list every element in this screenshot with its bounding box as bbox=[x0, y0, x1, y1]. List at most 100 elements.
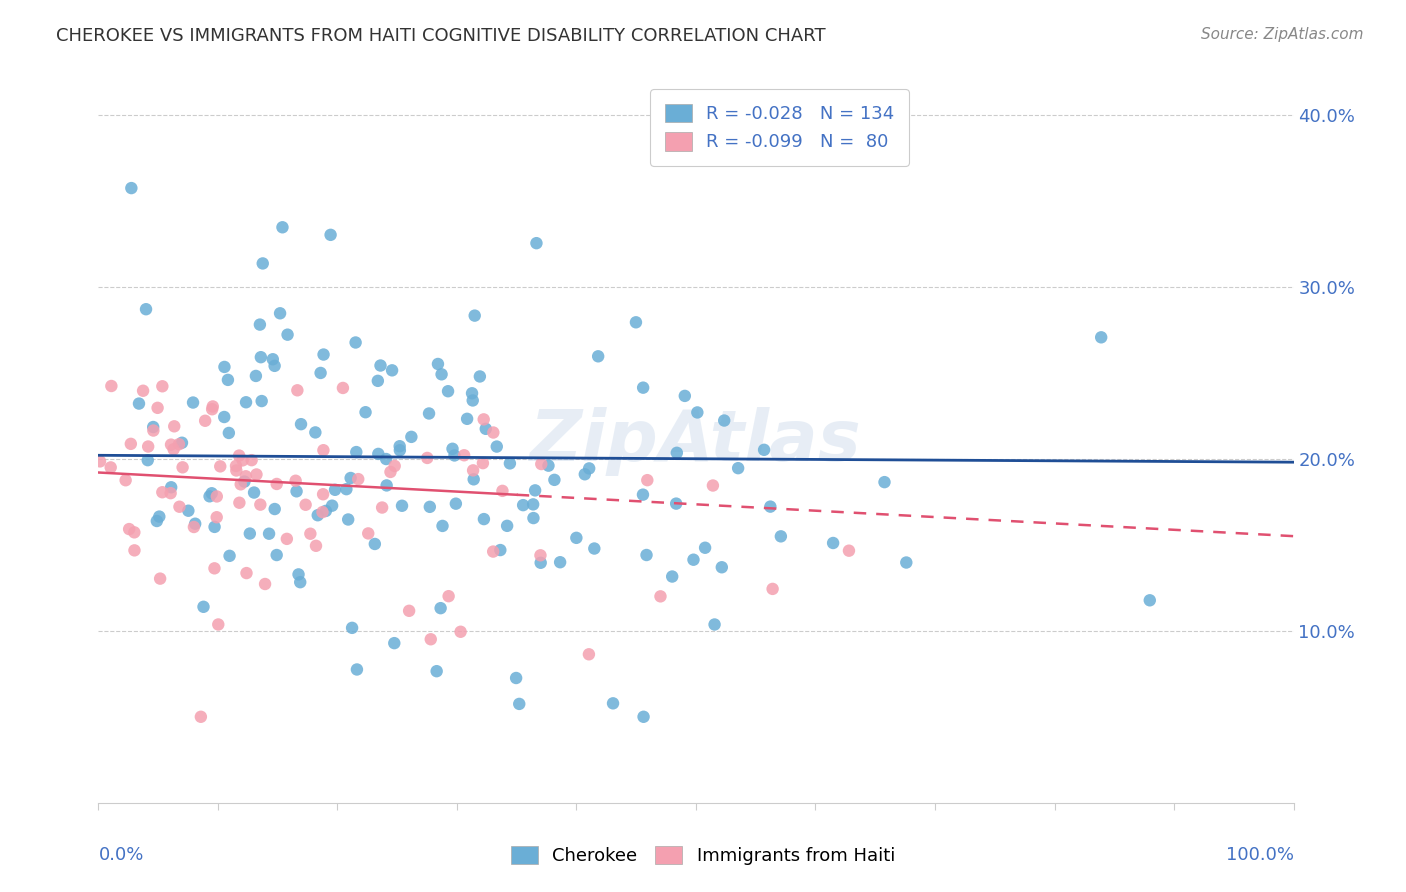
Cherokee bbox=[1090, 330, 1112, 344]
Cherokee bbox=[631, 488, 654, 502]
Cherokee bbox=[426, 357, 449, 371]
Immigrants from Haiti bbox=[416, 450, 439, 465]
Cherokee bbox=[522, 497, 544, 511]
Cherokee bbox=[243, 485, 266, 500]
Cherokee bbox=[524, 483, 547, 498]
Cherokee bbox=[344, 335, 367, 350]
Cherokee bbox=[381, 363, 404, 377]
Cherokee bbox=[508, 697, 530, 711]
Cherokee bbox=[401, 430, 423, 444]
Cherokee bbox=[309, 366, 332, 380]
Cherokee bbox=[218, 425, 240, 440]
Text: ZipAtlas: ZipAtlas bbox=[530, 407, 862, 476]
Cherokee bbox=[461, 386, 484, 401]
Cherokee bbox=[344, 445, 367, 459]
Immigrants from Haiti bbox=[207, 617, 229, 632]
Immigrants from Haiti bbox=[89, 454, 111, 468]
Cherokee bbox=[426, 664, 449, 678]
Immigrants from Haiti bbox=[285, 384, 308, 398]
Immigrants from Haiti bbox=[124, 525, 146, 540]
Immigrants from Haiti bbox=[491, 483, 513, 498]
Cherokee bbox=[710, 560, 733, 574]
Cherokee bbox=[565, 531, 588, 545]
Immigrants from Haiti bbox=[194, 414, 217, 428]
Cherokee bbox=[873, 475, 896, 490]
Cherokee bbox=[266, 548, 288, 562]
Cherokee bbox=[703, 617, 725, 632]
Immigrants from Haiti bbox=[228, 449, 250, 463]
Immigrants from Haiti bbox=[332, 381, 354, 395]
Cherokee bbox=[170, 435, 193, 450]
Cherokee bbox=[661, 569, 683, 583]
Cherokee bbox=[290, 575, 312, 590]
Cherokee bbox=[177, 504, 200, 518]
Cherokee bbox=[631, 381, 654, 395]
Immigrants from Haiti bbox=[530, 457, 553, 471]
Immigrants from Haiti bbox=[384, 458, 406, 473]
Cherokee bbox=[823, 536, 845, 550]
Immigrants from Haiti bbox=[702, 478, 724, 492]
Immigrants from Haiti bbox=[254, 577, 277, 591]
Cherokee bbox=[249, 318, 271, 332]
Legend: R = -0.028   N = 134, R = -0.099   N =  80: R = -0.028 N = 134, R = -0.099 N = 80 bbox=[651, 89, 908, 166]
Immigrants from Haiti bbox=[312, 487, 335, 501]
Cherokee bbox=[257, 526, 280, 541]
Immigrants from Haiti bbox=[240, 453, 263, 467]
Cherokee bbox=[315, 504, 337, 518]
Immigrants from Haiti bbox=[419, 632, 441, 647]
Cherokee bbox=[337, 512, 360, 526]
Cherokee bbox=[419, 500, 441, 514]
Cherokee bbox=[443, 449, 465, 463]
Cherokee bbox=[193, 599, 215, 614]
Cherokee bbox=[184, 516, 207, 531]
Cherokee bbox=[463, 472, 485, 486]
Cherokee bbox=[250, 350, 273, 364]
Cherokee bbox=[146, 514, 169, 528]
Cherokee bbox=[367, 447, 389, 461]
Immigrants from Haiti bbox=[482, 544, 505, 558]
Cherokee bbox=[375, 478, 398, 492]
Cherokee bbox=[896, 556, 918, 570]
Cherokee bbox=[602, 696, 624, 710]
Cherokee bbox=[464, 309, 486, 323]
Immigrants from Haiti bbox=[471, 456, 494, 470]
Immigrants from Haiti bbox=[190, 710, 212, 724]
Immigrants from Haiti bbox=[249, 498, 271, 512]
Immigrants from Haiti bbox=[305, 539, 328, 553]
Cherokee bbox=[727, 461, 749, 475]
Cherokee bbox=[262, 352, 284, 367]
Cherokee bbox=[367, 374, 389, 388]
Immigrants from Haiti bbox=[371, 500, 394, 515]
Immigrants from Haiti bbox=[380, 465, 402, 479]
Cherokee bbox=[430, 368, 453, 382]
Immigrants from Haiti bbox=[142, 424, 165, 438]
Cherokee bbox=[752, 442, 775, 457]
Cherokee bbox=[499, 456, 522, 470]
Cherokee bbox=[218, 549, 240, 563]
Cherokee bbox=[339, 471, 361, 485]
Cherokee bbox=[633, 710, 655, 724]
Cherokee bbox=[128, 396, 150, 410]
Cherokee bbox=[526, 236, 548, 251]
Cherokee bbox=[142, 420, 165, 434]
Cherokee bbox=[263, 502, 285, 516]
Immigrants from Haiti bbox=[284, 474, 307, 488]
Cherokee bbox=[475, 422, 498, 436]
Immigrants from Haiti bbox=[294, 498, 316, 512]
Immigrants from Haiti bbox=[167, 437, 190, 451]
Immigrants from Haiti bbox=[183, 520, 205, 534]
Immigrants from Haiti bbox=[357, 526, 380, 541]
Immigrants from Haiti bbox=[114, 473, 136, 487]
Immigrants from Haiti bbox=[205, 510, 228, 524]
Cherokee bbox=[1139, 593, 1161, 607]
Cherokee bbox=[120, 181, 142, 195]
Cherokee bbox=[307, 508, 329, 523]
Text: CHEROKEE VS IMMIGRANTS FROM HAITI COGNITIVE DISABILITY CORRELATION CHART: CHEROKEE VS IMMIGRANTS FROM HAITI COGNIT… bbox=[56, 27, 825, 45]
Cherokee bbox=[543, 473, 565, 487]
Immigrants from Haiti bbox=[124, 543, 146, 558]
Cherokee bbox=[271, 220, 294, 235]
Immigrants from Haiti bbox=[578, 648, 600, 662]
Immigrants from Haiti bbox=[118, 522, 141, 536]
Immigrants from Haiti bbox=[450, 624, 472, 639]
Cherokee bbox=[437, 384, 460, 399]
